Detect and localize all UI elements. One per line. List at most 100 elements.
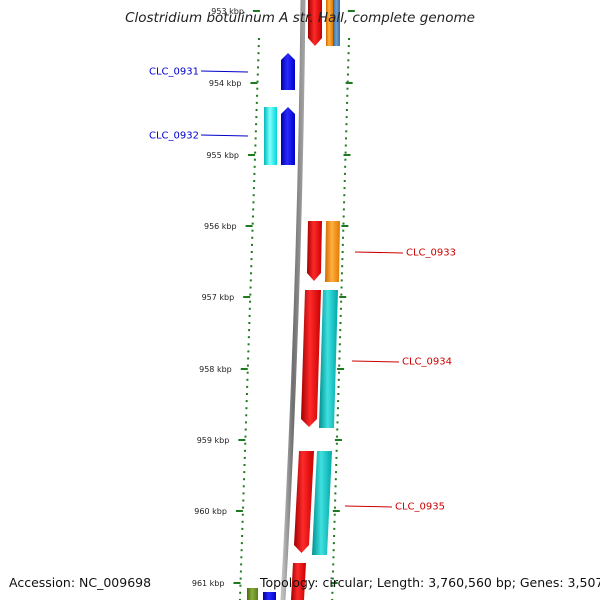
minor-tick bbox=[242, 499, 245, 502]
minor-tick bbox=[245, 400, 248, 403]
scale-label: 955 kbp bbox=[206, 151, 239, 160]
minor-tick bbox=[347, 66, 350, 69]
minor-tick bbox=[247, 336, 250, 339]
minor-tick bbox=[241, 535, 244, 537]
genome-summary-text: Topology: circular; Length: 3,760,560 bp… bbox=[260, 575, 600, 590]
minor-tick bbox=[336, 407, 339, 410]
minor-tick bbox=[240, 563, 243, 566]
minor-tick bbox=[343, 187, 346, 190]
major-tick bbox=[347, 10, 355, 12]
major-tick bbox=[337, 368, 345, 370]
minor-tick bbox=[252, 194, 255, 197]
minor-tick bbox=[241, 513, 244, 516]
gene-features bbox=[247, 0, 340, 600]
gene-label-text: CLC_0931 bbox=[149, 67, 199, 78]
minor-tick bbox=[257, 45, 260, 48]
minor-tick bbox=[343, 201, 346, 204]
minor-tick bbox=[256, 80, 259, 83]
minor-tick bbox=[244, 428, 247, 431]
minor-tick bbox=[251, 236, 254, 239]
minor-tick bbox=[347, 59, 350, 62]
gene-block-CLC_0934 bbox=[319, 290, 338, 428]
major-tick bbox=[240, 368, 248, 370]
minor-tick bbox=[337, 400, 340, 403]
minor-tick bbox=[342, 236, 345, 239]
gene-label-CLC_0934[interactable]: CLC_0934 bbox=[351, 357, 452, 368]
minor-tick bbox=[252, 208, 255, 211]
minor-tick bbox=[339, 322, 342, 324]
minor-tick bbox=[345, 130, 348, 133]
minor-tick bbox=[244, 421, 247, 424]
minor-tick bbox=[240, 542, 243, 545]
minor-tick bbox=[332, 549, 335, 552]
minor-tick bbox=[258, 38, 260, 40]
gene-arrow-CLC_0932 bbox=[281, 107, 295, 165]
minor-tick bbox=[254, 137, 257, 140]
gene-label-text: CLC_0935 bbox=[395, 502, 445, 513]
minor-tick bbox=[251, 229, 254, 232]
minor-tick bbox=[253, 165, 256, 168]
minor-tick bbox=[341, 265, 344, 268]
major-tick bbox=[245, 225, 253, 227]
minor-tick bbox=[250, 258, 253, 261]
minor-tick bbox=[341, 251, 344, 253]
minor-tick bbox=[247, 343, 250, 346]
minor-tick bbox=[334, 485, 337, 488]
minor-tick bbox=[333, 513, 336, 516]
leader-line bbox=[354, 251, 404, 254]
minor-tick bbox=[254, 144, 257, 147]
scale-label: 957 kbp bbox=[202, 293, 235, 302]
minor-tick-marks bbox=[238, 38, 350, 600]
gene-block-CLC_0935 bbox=[312, 451, 332, 555]
gene-block-CLC_0933 bbox=[325, 221, 340, 282]
minor-tick bbox=[253, 172, 256, 175]
gene-label-CLC_0931[interactable]: CLC_0931 bbox=[149, 67, 249, 78]
minor-tick bbox=[238, 598, 241, 600]
minor-tick bbox=[248, 307, 251, 310]
minor-tick bbox=[243, 478, 246, 481]
major-tick bbox=[339, 296, 347, 298]
gene-block-forward bbox=[326, 0, 333, 46]
leader-line bbox=[200, 70, 249, 73]
minor-tick bbox=[342, 215, 345, 218]
minor-tick bbox=[334, 499, 337, 502]
gene-label-CLC_0932[interactable]: CLC_0932 bbox=[149, 131, 249, 142]
gene-label-CLC_0933[interactable]: CLC_0933 bbox=[354, 248, 456, 259]
scale-label: 959 kbp bbox=[197, 436, 230, 445]
minor-tick bbox=[343, 180, 346, 182]
minor-tick bbox=[342, 229, 345, 232]
minor-tick bbox=[257, 59, 260, 62]
minor-tick bbox=[344, 165, 347, 168]
minor-tick bbox=[239, 570, 242, 573]
gene-label-text: CLC_0932 bbox=[149, 131, 199, 142]
minor-tick bbox=[340, 293, 343, 296]
gene-block-forward bbox=[291, 563, 306, 600]
major-tick bbox=[343, 154, 351, 156]
gene-labels[interactable]: CLC_0931 CLC_0932 CLC_0933 CLC_0934 CLC_0935 bbox=[149, 67, 456, 513]
scale-label: 953 kbp bbox=[211, 7, 244, 16]
minor-tick bbox=[251, 222, 254, 225]
minor-tick bbox=[244, 442, 247, 445]
minor-tick bbox=[346, 73, 349, 76]
major-tick bbox=[233, 582, 241, 584]
minor-tick bbox=[345, 116, 348, 119]
minor-tick bbox=[242, 492, 245, 495]
minor-tick bbox=[331, 584, 334, 587]
minor-tick bbox=[337, 378, 340, 381]
gene-block-CLC_0932 bbox=[264, 107, 277, 165]
minor-tick bbox=[338, 350, 341, 353]
scale-label: 956 kbp bbox=[204, 222, 237, 231]
minor-tick bbox=[255, 101, 258, 104]
minor-tick bbox=[344, 144, 347, 147]
minor-tick bbox=[239, 577, 242, 580]
minor-tick bbox=[257, 66, 260, 69]
minor-tick bbox=[347, 45, 350, 48]
gene-label-text: CLC_0933 bbox=[406, 248, 456, 259]
minor-tick bbox=[250, 251, 253, 253]
gene-label-CLC_0935[interactable]: CLC_0935 bbox=[344, 502, 445, 513]
minor-tick bbox=[336, 428, 339, 431]
scale-label: 958 kbp bbox=[199, 365, 232, 374]
minor-tick bbox=[243, 464, 246, 466]
scale-label: 954 kbp bbox=[209, 79, 242, 88]
minor-tick bbox=[332, 556, 335, 559]
